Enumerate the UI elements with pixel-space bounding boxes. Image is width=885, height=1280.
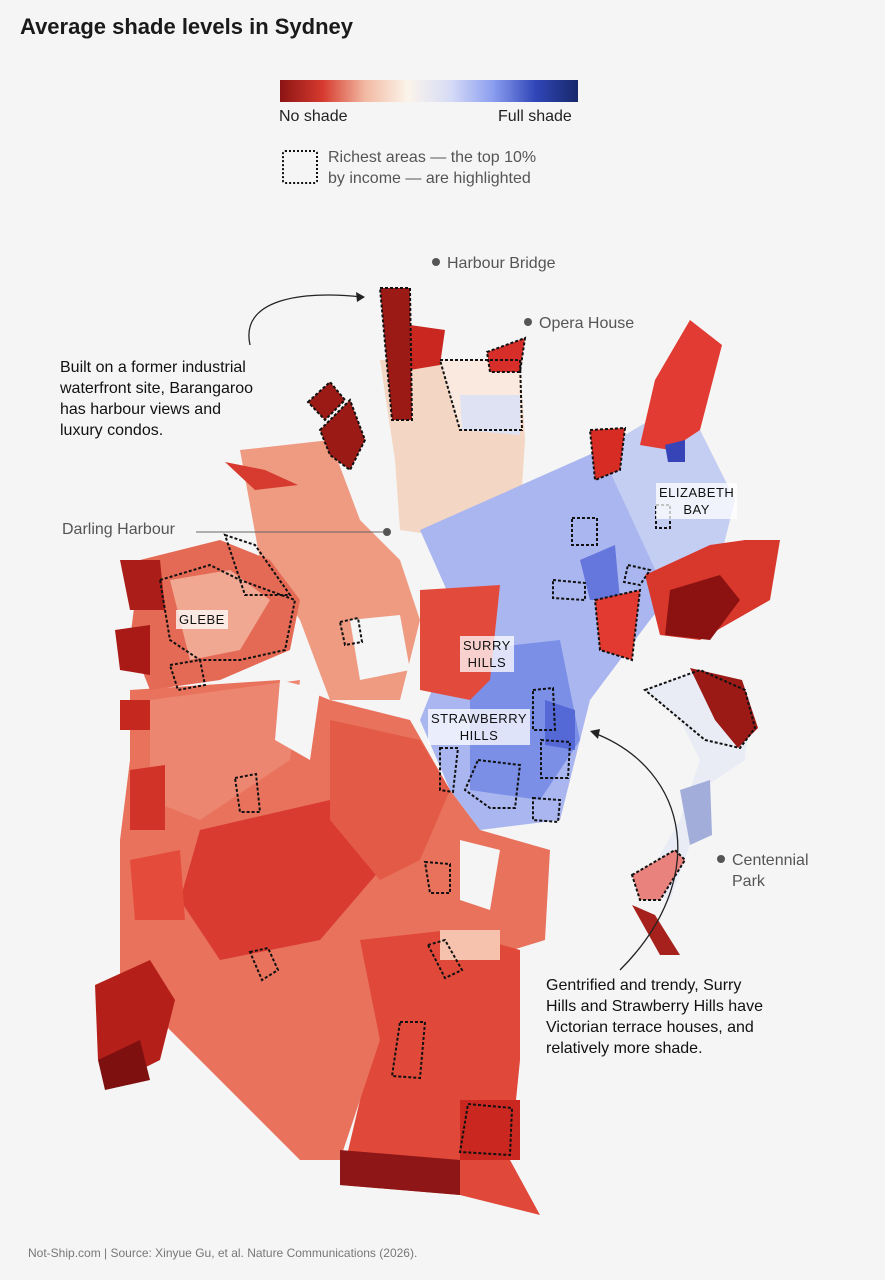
rich-area-outline bbox=[438, 359, 524, 431]
source-footer: Not-Ship.com | Source: Xinyue Gu, et al.… bbox=[28, 1246, 418, 1260]
barangaroo-arrow bbox=[248, 294, 363, 346]
map-region bbox=[640, 320, 722, 450]
legend-high-label: Full shade bbox=[498, 108, 572, 125]
map-region bbox=[595, 590, 640, 660]
landmark-dot bbox=[524, 317, 532, 326]
map-region bbox=[410, 325, 445, 370]
strawberry-hills-label: STRAWBERRY HILLS bbox=[428, 709, 531, 745]
map-region bbox=[460, 840, 500, 910]
glebe-label: GLEBE bbox=[176, 610, 228, 629]
rich-area-outline bbox=[318, 398, 367, 472]
landmark-dot bbox=[432, 257, 440, 266]
rich-area-outline bbox=[168, 658, 207, 692]
map-region bbox=[580, 545, 620, 600]
map-region bbox=[308, 382, 345, 420]
map-region bbox=[150, 680, 300, 820]
map-region bbox=[632, 905, 680, 955]
map-region bbox=[665, 575, 740, 640]
highlight-legend-swatch bbox=[282, 150, 318, 184]
opera-house-label: Opera House bbox=[524, 315, 634, 333]
map-region bbox=[340, 1150, 460, 1195]
rich-area-outline bbox=[458, 1102, 514, 1157]
map-region bbox=[120, 700, 150, 730]
rich-area-outline bbox=[338, 616, 364, 647]
map-region bbox=[632, 850, 685, 900]
surry-hills-arrow bbox=[593, 732, 679, 971]
map-region bbox=[115, 625, 150, 675]
surry-hills-label: SURRY HILLS bbox=[460, 636, 514, 672]
map-region bbox=[95, 960, 175, 1080]
surry-hills-arrowhead bbox=[590, 729, 600, 739]
rich-area-outline bbox=[390, 1021, 427, 1080]
annotation-arrows bbox=[196, 292, 679, 971]
map-region bbox=[130, 850, 185, 920]
highlight-legend-text: Richest areas — the top 10% by income — … bbox=[328, 149, 537, 187]
centennial-park-label: Centennial Park bbox=[717, 850, 809, 892]
map-region bbox=[275, 680, 320, 760]
rich-area-outline bbox=[655, 504, 671, 529]
rich-area-outline bbox=[223, 533, 292, 596]
map-region bbox=[487, 338, 525, 372]
rich-area-outline bbox=[571, 517, 598, 546]
highlight-outlines bbox=[158, 287, 757, 1157]
map-region bbox=[460, 395, 520, 435]
rich-area-outline bbox=[378, 287, 414, 421]
legend-low-label: No shade bbox=[279, 108, 348, 125]
rich-area-outline bbox=[423, 860, 451, 894]
darling-harbour-dot bbox=[383, 528, 391, 536]
map-region bbox=[130, 765, 165, 830]
rich-area-outline bbox=[532, 686, 557, 731]
rich-area-outline bbox=[426, 938, 464, 980]
rich-area-outline bbox=[593, 588, 642, 662]
rich-area-outline bbox=[248, 946, 280, 982]
darling-harbour-label: Darling Harbour bbox=[62, 521, 175, 538]
map-region bbox=[350, 615, 410, 680]
map-region bbox=[180, 800, 380, 960]
map-region bbox=[680, 780, 712, 845]
rich-area-outline bbox=[630, 848, 687, 901]
map-region bbox=[320, 400, 365, 470]
rich-area-outline bbox=[588, 426, 627, 482]
map-region bbox=[98, 1040, 150, 1090]
map-region bbox=[590, 428, 625, 480]
map-region bbox=[225, 462, 298, 490]
elizabeth-bay-label: ELIZABETH BAY bbox=[656, 483, 738, 519]
rich-area-outline bbox=[158, 563, 297, 661]
rich-area-outline bbox=[532, 796, 562, 824]
barangaroo-arrowhead bbox=[356, 292, 365, 302]
rich-area-outline bbox=[463, 758, 522, 809]
map-region bbox=[380, 288, 412, 420]
map-region bbox=[440, 930, 500, 960]
page-title: Average shade levels in Sydney bbox=[20, 14, 354, 39]
map-region bbox=[545, 700, 575, 750]
rich-area-outline bbox=[439, 747, 460, 794]
map-region bbox=[690, 668, 758, 748]
shade-color-scale bbox=[280, 80, 578, 102]
rich-area-outline bbox=[540, 738, 572, 779]
landmark-dot bbox=[717, 854, 725, 863]
rich-area-outline bbox=[552, 578, 586, 602]
rich-area-outline bbox=[622, 563, 652, 587]
rich-area-outline bbox=[643, 668, 757, 750]
surry-hills-annotation: Gentrified and trendy, Surry Hills and S… bbox=[546, 977, 763, 1057]
map-region bbox=[665, 440, 685, 462]
rich-area-outline bbox=[233, 772, 262, 813]
map-region bbox=[330, 720, 450, 880]
harbour-bridge-label: Harbour Bridge bbox=[432, 255, 556, 273]
map-region bbox=[460, 1100, 520, 1160]
map-region bbox=[120, 560, 165, 610]
barangaroo-annotation: Built on a former industrial waterfront … bbox=[60, 359, 253, 439]
rich-area-outline bbox=[485, 336, 527, 373]
